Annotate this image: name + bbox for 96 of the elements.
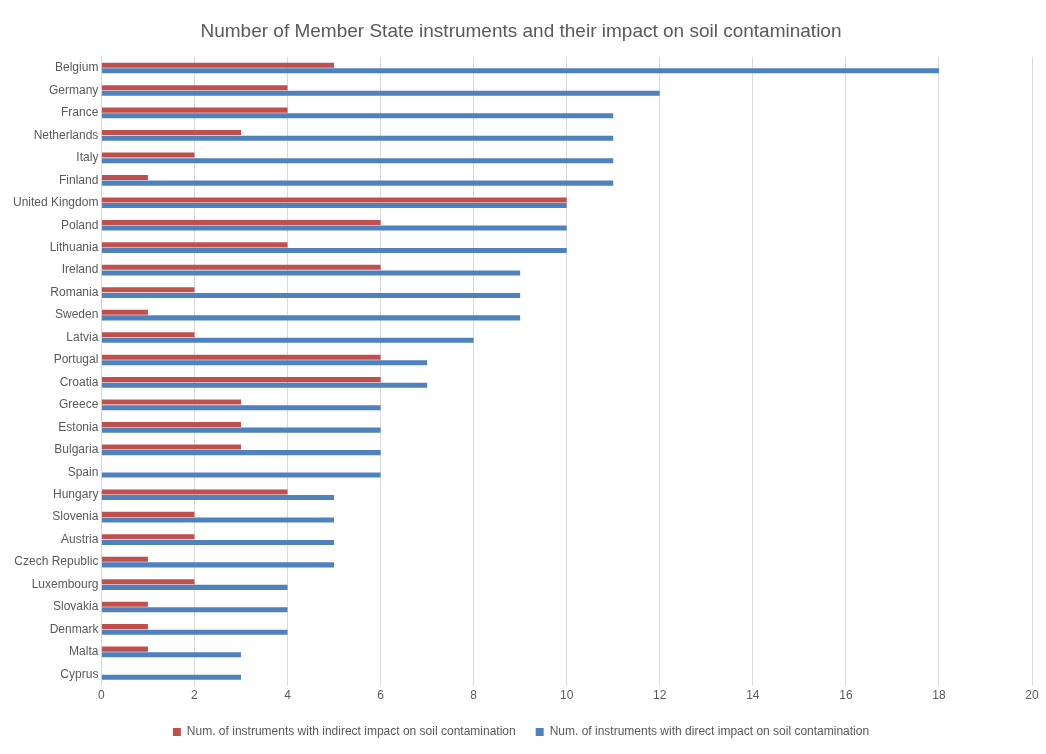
- y-tick-label: Cyprus: [60, 666, 99, 681]
- bar: [101, 405, 381, 411]
- bar: [101, 242, 288, 248]
- y-tick-label: Germany: [49, 82, 99, 97]
- bar: [101, 556, 148, 562]
- bar: [101, 652, 241, 658]
- bar: [101, 674, 241, 680]
- bar: [101, 624, 148, 630]
- y-tick-label: Netherlands: [33, 127, 99, 142]
- bar: [101, 495, 335, 501]
- y-tick-label: Latvia: [66, 329, 99, 344]
- y-tick-label: Italy: [76, 150, 99, 165]
- bar: [101, 130, 241, 136]
- y-tick-label: Portugal: [53, 352, 99, 367]
- y-tick-label: Poland: [61, 217, 99, 232]
- y-tick-label: Malta: [69, 644, 99, 659]
- bar: [101, 562, 335, 568]
- bar: [101, 511, 195, 517]
- x-tick-label: 16: [839, 688, 853, 703]
- legend-label: Num. of instruments with indirect impact on soil contamination: [186, 724, 516, 739]
- bar: [101, 427, 381, 433]
- bar: [101, 85, 288, 91]
- bar: [101, 219, 381, 225]
- bar: [101, 264, 381, 270]
- x-tick-label: 18: [932, 688, 946, 703]
- x-tick-label: 8: [470, 688, 478, 703]
- bar: [101, 225, 567, 231]
- bar: [101, 517, 335, 523]
- bar: [101, 309, 148, 315]
- bar: [101, 287, 195, 293]
- y-tick-label: Slovakia: [53, 599, 99, 614]
- y-tick-label: Estonia: [58, 419, 99, 434]
- y-tick-label: Luxembourg: [31, 576, 99, 591]
- bar: [101, 315, 521, 321]
- bar: [101, 158, 614, 164]
- bar: [101, 646, 148, 652]
- bar: [101, 399, 241, 405]
- bar: [101, 422, 241, 428]
- bar: [101, 607, 288, 613]
- bar: [101, 472, 381, 478]
- x-tick-label: 10: [560, 688, 574, 703]
- y-tick-label: Lithuania: [49, 240, 99, 254]
- bar: [101, 539, 335, 545]
- bar: [101, 601, 148, 607]
- bar: [101, 354, 381, 360]
- bar: [101, 292, 521, 298]
- x-tick-label: 6: [377, 688, 385, 703]
- x-tick-label: 20: [1025, 688, 1039, 703]
- y-tick-label: Spain: [67, 464, 99, 479]
- bar: [101, 337, 474, 343]
- y-tick-label: Finland: [59, 172, 99, 187]
- bar: [101, 135, 614, 141]
- bar: [101, 489, 288, 495]
- bar: [101, 270, 521, 276]
- bar: [101, 62, 335, 68]
- x-tick-label: 4: [284, 688, 292, 703]
- x-tick-label: 0: [98, 688, 106, 703]
- bar: [101, 360, 428, 366]
- y-tick-label: Romania: [50, 284, 99, 299]
- bar: [101, 377, 381, 383]
- x-tick-label: 2: [191, 688, 199, 703]
- y-tick-label: United Kingdom: [12, 195, 99, 210]
- bar: [101, 534, 195, 540]
- bar: [101, 197, 567, 203]
- x-tick-label: 14: [746, 688, 760, 703]
- bar: [101, 152, 195, 158]
- y-tick-label: Sweden: [55, 307, 99, 322]
- y-tick-label: France: [61, 105, 99, 120]
- legend-label: Num. of instruments with direct impact on soil contamination: [549, 724, 870, 739]
- y-tick-label: Slovenia: [52, 509, 99, 524]
- bar: [101, 332, 195, 338]
- y-tick-label: Czech Republic: [14, 554, 99, 569]
- x-tick-label: 12: [653, 688, 667, 703]
- y-tick-label: Ireland: [61, 262, 99, 277]
- y-tick-label: Bulgaria: [54, 442, 99, 457]
- y-tick-label: Belgium: [55, 60, 99, 75]
- bar: [101, 629, 288, 635]
- bar: [101, 444, 241, 450]
- bar: [101, 382, 428, 388]
- bar: [101, 113, 614, 119]
- bar: [101, 450, 381, 456]
- bar: [101, 174, 148, 181]
- y-tick-label: Austria: [61, 531, 99, 546]
- bar: [101, 68, 939, 74]
- bar: [101, 584, 288, 590]
- bar: [101, 90, 660, 96]
- bar: [101, 180, 614, 186]
- bar: [101, 579, 195, 585]
- y-tick-label: Greece: [59, 397, 99, 412]
- y-tick-label: Denmark: [49, 621, 100, 636]
- chart-title: Number of Member State instruments and their impact on soil contamination: [200, 19, 842, 41]
- y-tick-label: Croatia: [59, 374, 99, 389]
- bar: [101, 107, 288, 113]
- y-tick-label: Hungary: [53, 487, 99, 502]
- bar: [101, 203, 567, 209]
- bar: [101, 247, 567, 254]
